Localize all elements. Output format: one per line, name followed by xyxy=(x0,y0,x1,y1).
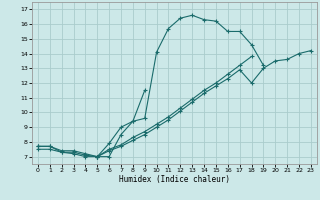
X-axis label: Humidex (Indice chaleur): Humidex (Indice chaleur) xyxy=(119,175,230,184)
